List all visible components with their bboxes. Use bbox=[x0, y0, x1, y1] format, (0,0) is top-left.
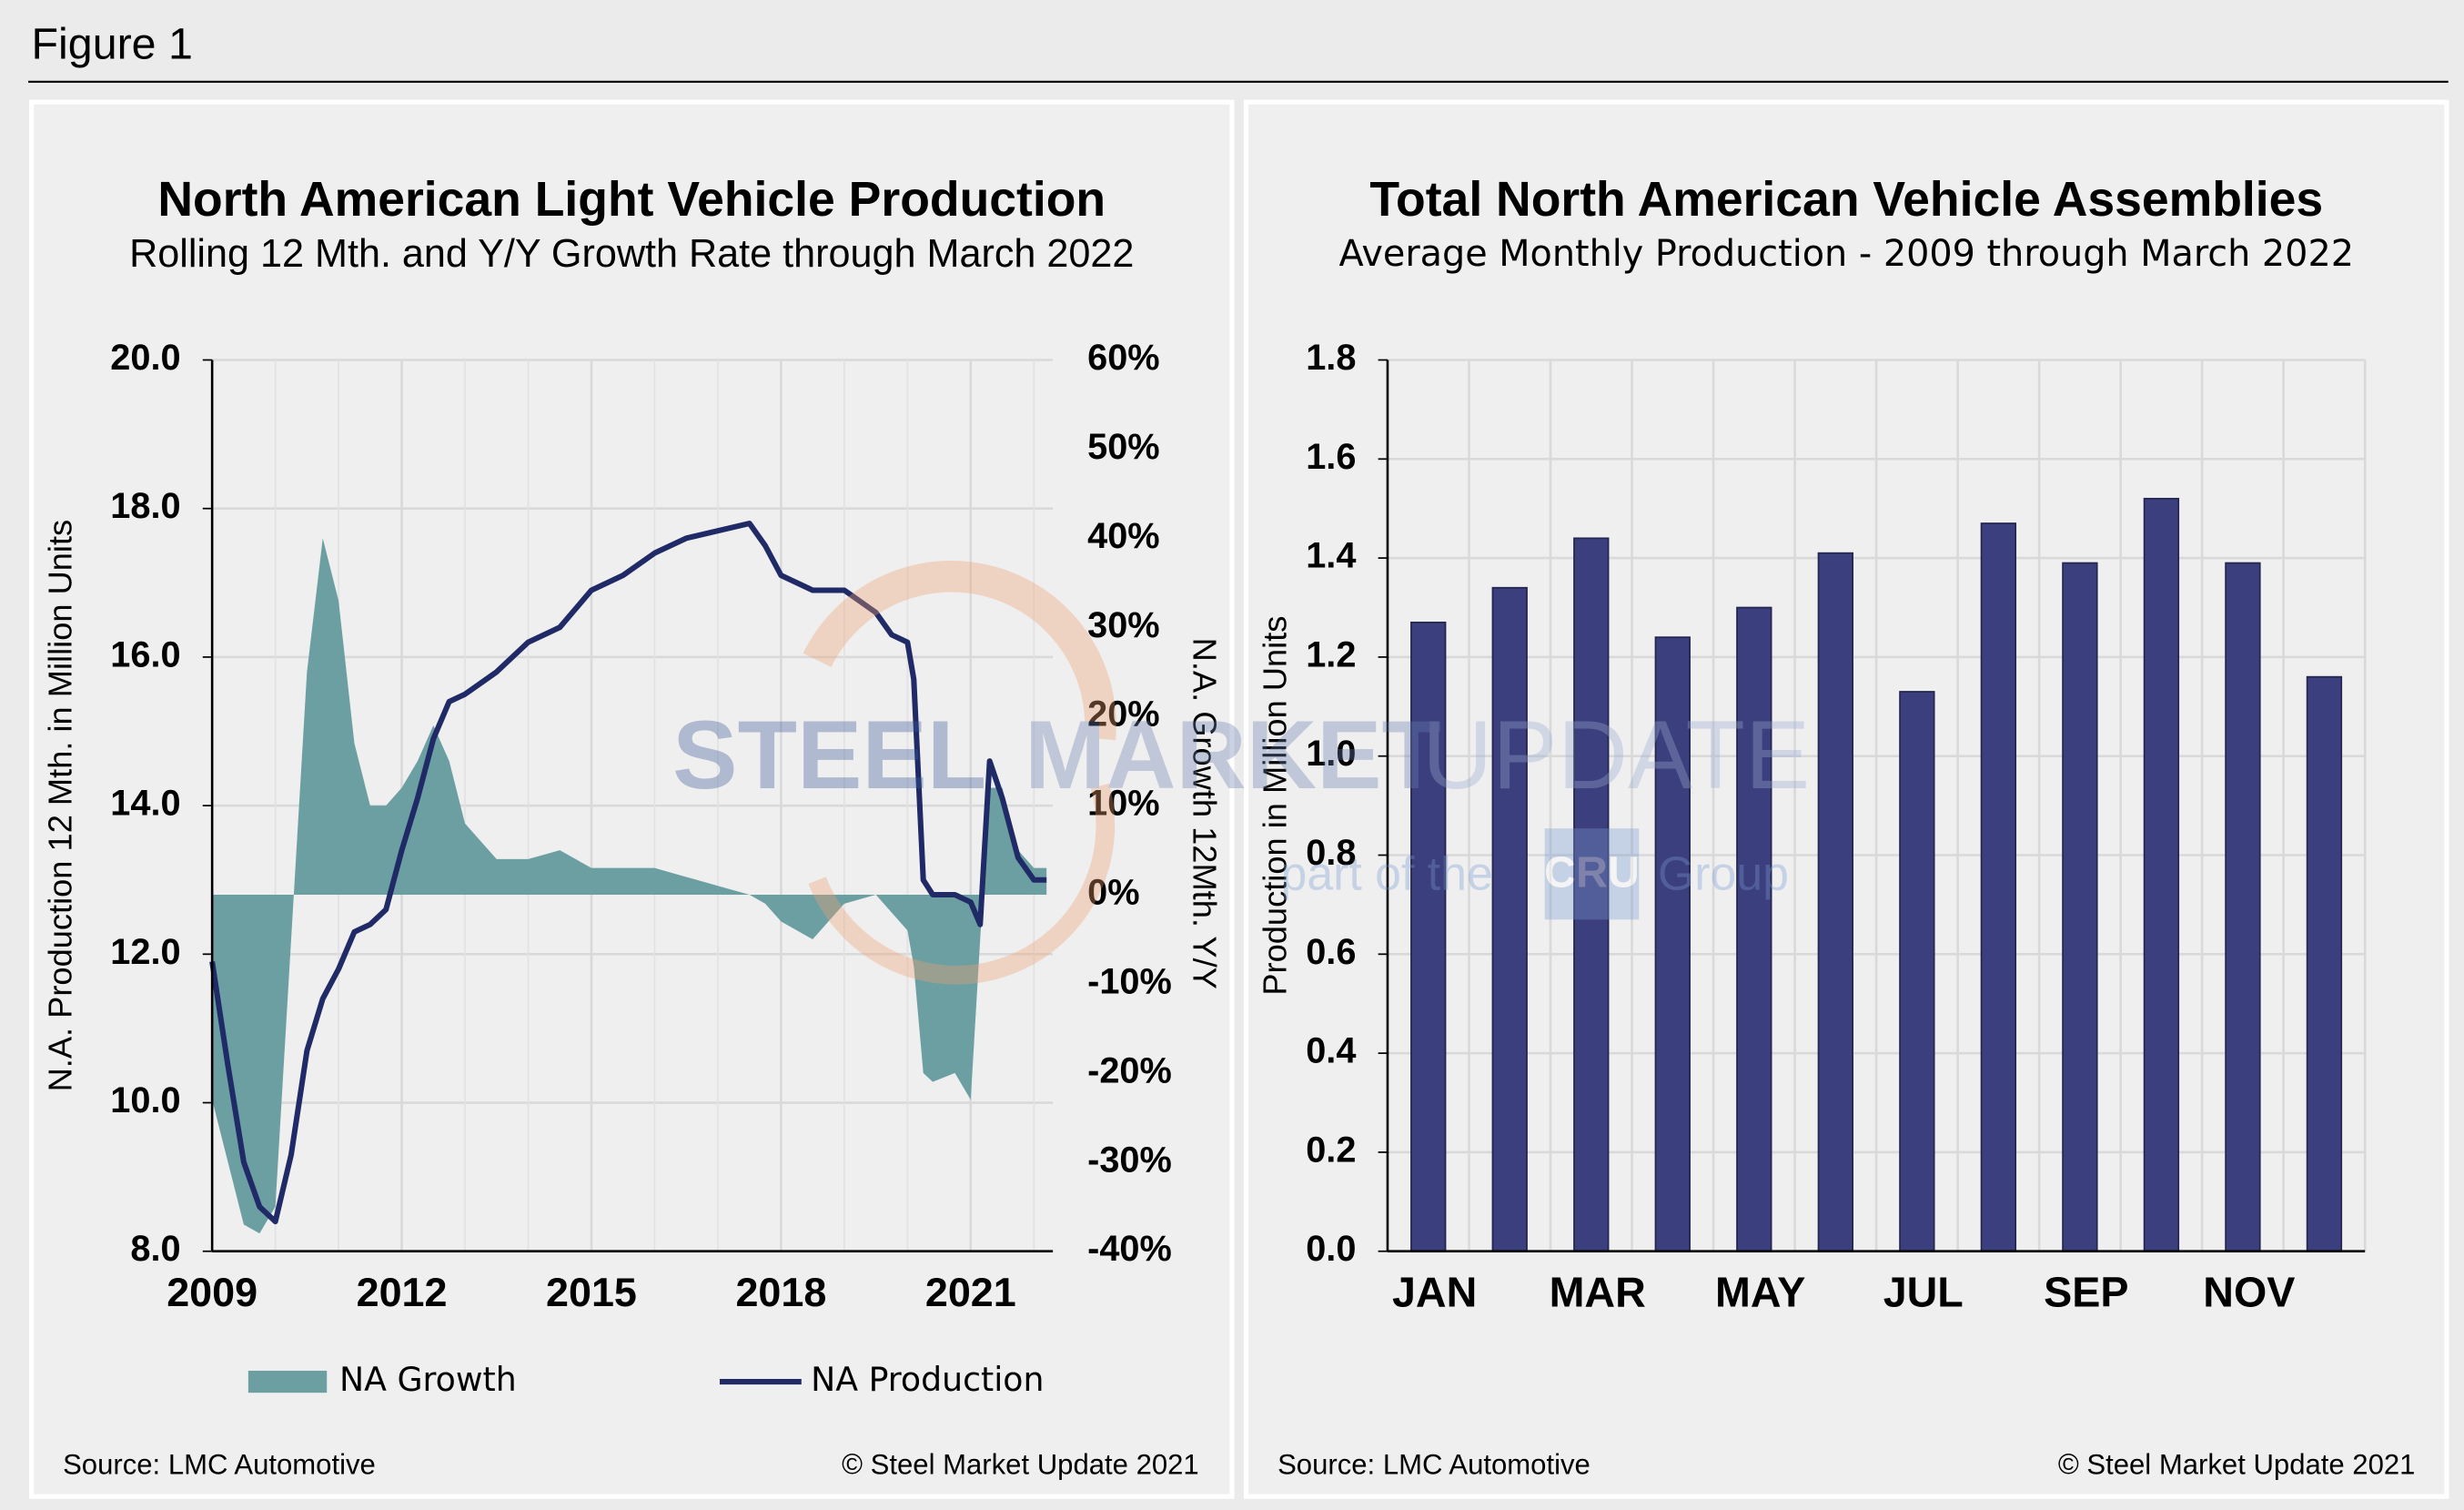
y2-tick-label: 10% bbox=[1087, 784, 1159, 824]
legend-label: NA Production bbox=[811, 1360, 1044, 1399]
bar bbox=[1899, 691, 1935, 1252]
y-tick-label: 0.6 bbox=[1306, 932, 1356, 972]
x-tick-label: 2021 bbox=[925, 1269, 1016, 1315]
source: Source: LMC Automotive bbox=[63, 1449, 376, 1481]
y-tick-label: 16.0 bbox=[110, 634, 180, 674]
x-tick-label: NOV bbox=[2203, 1268, 2295, 1315]
y-tick-label: 10.0 bbox=[110, 1080, 180, 1120]
watermark-text: STEEL bbox=[672, 700, 986, 809]
watermark-arc bbox=[808, 783, 1116, 985]
bar bbox=[2143, 497, 2180, 1252]
y-axis-label: Production in Million Units bbox=[1257, 616, 1294, 996]
bar bbox=[1980, 522, 2017, 1252]
y-tick-label: 20.0 bbox=[110, 338, 180, 378]
x-tick-label: JAN bbox=[1392, 1268, 1477, 1315]
y-tick-label: 0.2 bbox=[1306, 1130, 1356, 1170]
y-tick-label: 14.0 bbox=[110, 784, 180, 824]
watermark: STEEL MARKET UPDATE part of the CRU Grou… bbox=[672, 561, 1810, 985]
bar bbox=[1736, 606, 1772, 1252]
y2-tick-label: -20% bbox=[1087, 1050, 1172, 1090]
y-tick-label: 1.6 bbox=[1306, 437, 1356, 477]
watermark-logo bbox=[1544, 828, 1640, 920]
bar bbox=[2306, 675, 2343, 1252]
x-tick-label: JUL bbox=[1883, 1268, 1964, 1315]
panel bbox=[28, 99, 1235, 1499]
y-tick-label: 0.4 bbox=[1306, 1031, 1356, 1071]
area bbox=[212, 538, 1047, 1234]
chart-title: North American Light Vehicle Production bbox=[157, 173, 1106, 227]
x-tick-label: 2015 bbox=[546, 1269, 637, 1315]
bar bbox=[1654, 636, 1691, 1252]
bar bbox=[1817, 552, 1853, 1252]
x-tick-label: 2009 bbox=[167, 1269, 258, 1315]
chart-subtitle: Average Monthly Production - 2009 throug… bbox=[1339, 233, 2354, 275]
y2-tick-label: 50% bbox=[1087, 427, 1159, 467]
y2-tick-label: 40% bbox=[1087, 516, 1159, 556]
watermark-text: part of the bbox=[1281, 846, 1493, 899]
bar bbox=[1491, 586, 1528, 1252]
y2-tick-label: -10% bbox=[1087, 961, 1172, 1001]
y-axis-label: N.A. Production 12 Mth. in Million Units bbox=[42, 520, 79, 1092]
y-tick-label: 1.2 bbox=[1306, 634, 1356, 674]
y2-tick-label: 30% bbox=[1087, 605, 1159, 645]
y2-tick-label: -40% bbox=[1087, 1229, 1172, 1269]
watermark-text: Group bbox=[1658, 846, 1789, 899]
y2-tick-label: 60% bbox=[1087, 338, 1159, 378]
x-tick-label: MAY bbox=[1715, 1268, 1805, 1315]
y-tick-label: 1.8 bbox=[1306, 338, 1356, 378]
bar bbox=[1410, 621, 1447, 1252]
watermark-text: MARKET bbox=[1025, 700, 1441, 809]
y-tick-label: 1.0 bbox=[1306, 734, 1356, 774]
y2-tick-label: -30% bbox=[1087, 1140, 1172, 1180]
copyright: © Steel Market Update 2021 bbox=[2058, 1449, 2416, 1481]
chart-subtitle: Rolling 12 Mth. and Y/Y Growth Rate thro… bbox=[129, 232, 1134, 276]
bar bbox=[2062, 562, 2098, 1252]
figure-title: Figure 1 bbox=[32, 20, 193, 69]
x-tick-label: SEP bbox=[2044, 1268, 2128, 1315]
legend-label: NA Growth bbox=[339, 1360, 517, 1399]
source: Source: LMC Automotive bbox=[1277, 1449, 1590, 1481]
y-tick-label: 1.4 bbox=[1306, 536, 1356, 576]
line bbox=[209, 520, 1047, 1225]
copyright: © Steel Market Update 2021 bbox=[842, 1449, 1199, 1481]
y-tick-label: 0.0 bbox=[1306, 1229, 1356, 1269]
y2-tick-label: 0% bbox=[1087, 873, 1139, 913]
y2-tick-label: 20% bbox=[1087, 694, 1159, 735]
y-tick-label: 0.8 bbox=[1306, 833, 1356, 873]
bar bbox=[2225, 562, 2261, 1252]
chart-title: Total North American Vehicle Assemblies bbox=[1369, 173, 2323, 227]
y-tick-label: 18.0 bbox=[110, 486, 180, 526]
legend-swatch bbox=[247, 1370, 328, 1393]
y-tick-label: 8.0 bbox=[130, 1229, 180, 1269]
y2-axis-label: N.A. Growth 12Mth. Y/Y bbox=[1187, 638, 1224, 989]
watermark-text: UPDATE bbox=[1422, 700, 1810, 809]
watermark-arc bbox=[803, 561, 1116, 741]
watermark-text: CRU bbox=[1544, 848, 1640, 897]
bar bbox=[1573, 537, 1610, 1252]
y-tick-label: 12.0 bbox=[110, 932, 180, 972]
x-tick-label: MAR bbox=[1550, 1268, 1646, 1315]
x-tick-label: 2018 bbox=[735, 1269, 826, 1315]
x-tick-label: 2012 bbox=[357, 1269, 448, 1315]
